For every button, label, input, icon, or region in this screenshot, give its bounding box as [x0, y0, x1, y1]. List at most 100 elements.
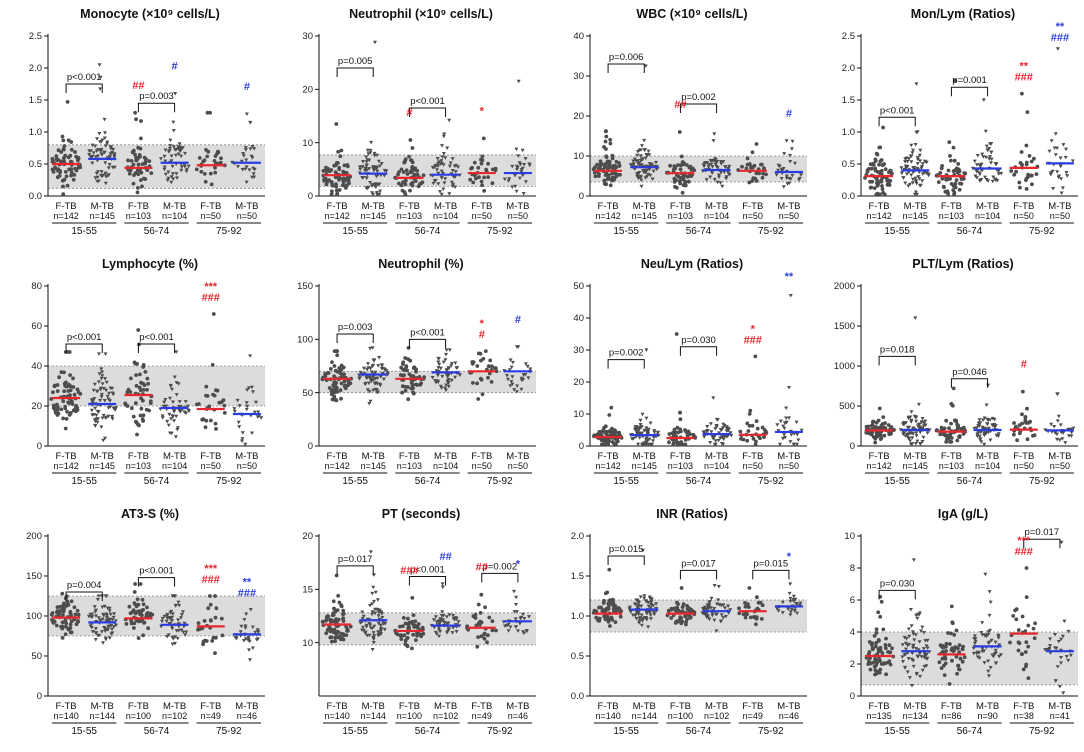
- data-point: [490, 628, 495, 633]
- data-point: [726, 429, 731, 433]
- data-point: [513, 617, 518, 621]
- data-point: [948, 154, 952, 158]
- data-point: [938, 171, 943, 175]
- data-point: [176, 147, 181, 151]
- group-count: n=104: [162, 461, 187, 471]
- data-point: [54, 623, 59, 628]
- data-point: [1031, 626, 1036, 631]
- data-point: [71, 408, 76, 413]
- data-point: [634, 598, 639, 602]
- data-point: [66, 382, 71, 387]
- data-point: [69, 599, 74, 604]
- data-point: [139, 178, 143, 183]
- data-point: [439, 161, 444, 166]
- data-point: [170, 642, 175, 647]
- data-point: [56, 157, 60, 162]
- data-point: [888, 168, 893, 173]
- data-point: [367, 622, 372, 626]
- data-point: [331, 599, 336, 604]
- data-point: [512, 589, 516, 594]
- data-point: [940, 164, 944, 168]
- data-point: [143, 370, 148, 374]
- data-point: [162, 404, 167, 409]
- data-point: [1053, 646, 1058, 650]
- data-point: [104, 614, 109, 618]
- data-point: [452, 164, 457, 169]
- age-group-label: 15-55: [884, 476, 910, 487]
- data-point: [979, 162, 984, 167]
- data-point: [206, 149, 211, 154]
- data-point: [162, 167, 167, 172]
- group-label: F-TB: [128, 701, 149, 712]
- data-point: [329, 627, 334, 632]
- age-group-label: 56-74: [415, 476, 441, 487]
- data-point: [166, 423, 171, 428]
- data-point: [52, 384, 57, 389]
- data-point: [179, 616, 183, 620]
- data-point: [1061, 143, 1066, 147]
- data-point: [950, 403, 955, 408]
- data-point: [89, 408, 94, 413]
- data-point: [642, 594, 647, 598]
- data-point: [797, 176, 802, 181]
- data-point: [259, 416, 264, 420]
- data-point: [799, 428, 804, 433]
- significance-mark: ##: [132, 80, 144, 92]
- data-point: [73, 150, 77, 154]
- data-point: [96, 410, 101, 414]
- data-point: [747, 586, 752, 590]
- group-count: n=46: [237, 711, 257, 721]
- group-count: n=142: [324, 211, 349, 221]
- group-label: M-TB: [91, 201, 114, 212]
- data-point: [1012, 432, 1016, 437]
- data-point: [197, 156, 202, 160]
- data-point: [61, 184, 65, 189]
- data-point: [978, 421, 983, 425]
- data-point: [983, 175, 988, 180]
- data-point: [486, 633, 490, 638]
- data-point: [378, 382, 383, 387]
- data-point: [482, 636, 487, 641]
- data-point: [246, 638, 251, 642]
- data-point: [991, 175, 996, 179]
- data-point: [68, 159, 73, 164]
- data-point: [1068, 653, 1073, 658]
- data-point: [679, 429, 683, 434]
- data-point: [446, 384, 451, 389]
- data-point: [69, 399, 74, 403]
- group-count: n=50: [201, 211, 221, 221]
- data-point: [722, 170, 727, 175]
- group-count: n=50: [1050, 211, 1070, 221]
- data-point: [868, 162, 873, 167]
- data-point: [953, 78, 958, 83]
- data-point: [442, 132, 447, 136]
- y-tick-label: 10: [302, 638, 313, 649]
- data-point: [985, 417, 990, 422]
- significance-mark: ###: [744, 334, 762, 346]
- data-point: [479, 161, 484, 166]
- data-point: [456, 620, 461, 624]
- data-point: [133, 582, 138, 586]
- data-point: [168, 138, 173, 143]
- group-label: F-TB: [670, 201, 691, 212]
- data-point: [357, 377, 362, 381]
- data-point: [1057, 438, 1062, 442]
- data-point: [399, 637, 404, 641]
- age-group-label: 56-74: [686, 226, 712, 237]
- data-point: [979, 178, 984, 182]
- data-point: [953, 181, 958, 186]
- data-point: [903, 666, 908, 670]
- data-point: [1053, 633, 1057, 637]
- data-point: [874, 660, 879, 664]
- data-point: [453, 185, 458, 189]
- significance-mark: ***: [1017, 535, 1031, 547]
- data-point: [365, 367, 370, 372]
- data-point: [522, 163, 527, 167]
- data-point: [982, 433, 987, 438]
- data-point: [741, 612, 746, 616]
- data-point: [921, 435, 926, 440]
- data-point: [358, 370, 363, 375]
- data-point: [100, 617, 105, 622]
- data-point: [972, 159, 977, 164]
- data-point: [375, 598, 380, 602]
